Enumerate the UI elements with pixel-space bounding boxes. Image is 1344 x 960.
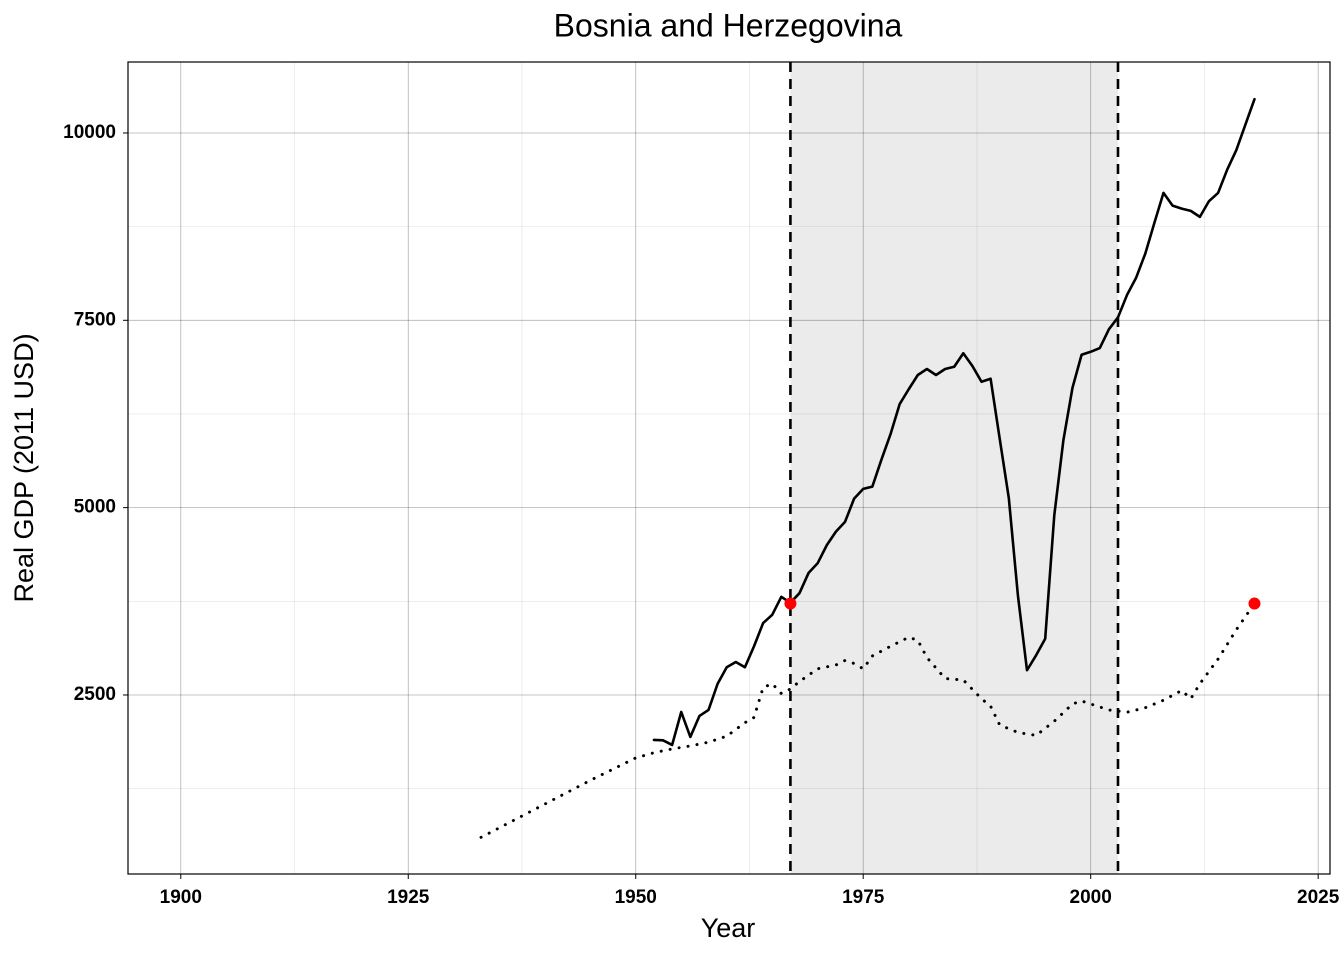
highlight-point	[1248, 597, 1261, 610]
chart-title: Bosnia and Herzegovina	[554, 7, 903, 43]
y-tick-label: 7500	[74, 309, 116, 330]
x-tick-label: 1950	[615, 887, 657, 908]
y-tick-label: 5000	[74, 497, 116, 518]
x-tick-label: 1975	[842, 887, 885, 908]
x-tick-label: 2025	[1297, 887, 1340, 908]
data-line	[479, 602, 1256, 839]
y-axis-label: Real GDP (2011 USD)	[9, 333, 39, 602]
x-tick-label: 1925	[387, 887, 430, 908]
plot-border	[127, 61, 1331, 875]
x-axis-label: Year	[701, 913, 756, 943]
y-tick-label: 2500	[74, 684, 116, 705]
x-tick-label: 2000	[1070, 887, 1112, 908]
y-tick-label: 10000	[63, 122, 116, 143]
x-tick-label: 1900	[160, 887, 202, 908]
data-line	[652, 97, 1256, 747]
shaded-region	[790, 62, 1118, 874]
highlight-point	[784, 597, 797, 610]
